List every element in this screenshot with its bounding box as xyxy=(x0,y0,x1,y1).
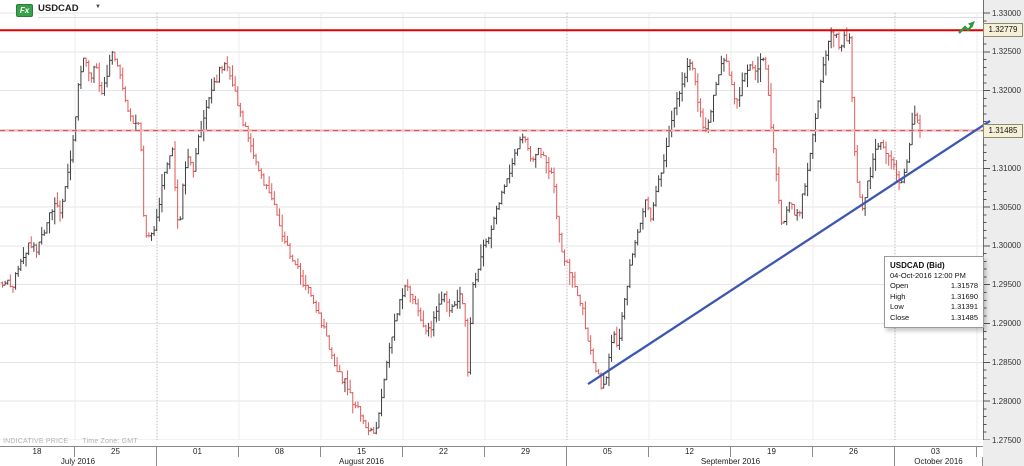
axis-corner xyxy=(983,440,1024,466)
week-label: 03 xyxy=(895,447,977,457)
tooltip-title: USDCAD (Bid) xyxy=(890,261,945,270)
month-label: October 2016 xyxy=(895,457,983,466)
tooltip-row: High 1.31690 xyxy=(890,291,978,301)
week-label: 18 xyxy=(0,447,75,457)
week-label: 29 xyxy=(485,447,567,457)
price-tag-last-price: 1.31485 xyxy=(983,123,1023,138)
uptrend-line xyxy=(587,119,991,386)
week-label: 12 xyxy=(649,447,731,457)
ohlc-tooltip: USDCAD (Bid) 04-Oct-2016 12:00 PM Open 1.… xyxy=(884,256,984,328)
month-label: September 2016 xyxy=(567,457,895,466)
y-axis-label: 1.27500 xyxy=(992,435,1021,445)
week-label: 22 xyxy=(403,447,485,457)
growth-arrow-icon[interactable] xyxy=(956,19,976,42)
ohlc-bars-up xyxy=(3,27,917,435)
price-tag-resistance: 1.32779 xyxy=(983,23,1023,38)
tooltip-rows: Open 1.31578 High 1.31690 Low 1.31391 Close 1.3… xyxy=(890,281,978,323)
y-axis-background xyxy=(983,0,1024,440)
y-axis-label: 1.32000 xyxy=(992,86,1021,96)
timezone-note: Time Zone: GMT xyxy=(82,438,138,445)
tooltip-row: Open 1.31578 xyxy=(890,281,978,290)
fx-instrument-icon: Fx xyxy=(16,4,33,17)
chart-header: Fx USDCAD ▼ xyxy=(0,0,1024,18)
tooltip-row: Low 1.31391 xyxy=(890,302,978,311)
week-label: 15 xyxy=(321,447,403,457)
y-axis-label: 1.28500 xyxy=(992,357,1021,367)
x-axis-month-row: July 2016 August 2016 September 2016 Octobe… xyxy=(0,457,983,466)
month-label: July 2016 xyxy=(0,457,157,466)
header-divider xyxy=(38,17,983,18)
week-label: 26 xyxy=(813,447,895,457)
y-axis-label: 1.30500 xyxy=(992,202,1021,212)
week-label: 05 xyxy=(567,447,649,457)
price-chart-canvas[interactable] xyxy=(0,0,1024,440)
y-axis-label: 1.31000 xyxy=(992,163,1021,173)
week-label: 19 xyxy=(731,447,813,457)
tooltip-row: Close 1.31485 xyxy=(890,312,978,322)
y-axis-label: 1.29500 xyxy=(992,280,1021,290)
y-axis-label: 1.30000 xyxy=(992,241,1021,251)
chart-disclaimer: INDICATIVE PRICE Time Zone: GMT xyxy=(3,438,152,445)
y-axis-label: 1.33000 xyxy=(992,8,1021,18)
ohlc-bars-down xyxy=(0,27,922,436)
week-label: 01 xyxy=(157,447,239,457)
y-axis-label: 1.32500 xyxy=(992,47,1021,57)
tooltip-datetime: 04-Oct-2016 12:00 PM xyxy=(890,271,966,280)
indicative-price-note: INDICATIVE PRICE xyxy=(3,438,69,445)
y-axis-label: 1.29000 xyxy=(992,319,1021,329)
week-label: 25 xyxy=(75,447,157,457)
week-label: 08 xyxy=(239,447,321,457)
month-label: August 2016 xyxy=(157,457,567,466)
chevron-down-icon[interactable]: ▼ xyxy=(95,4,101,10)
symbol-label[interactable]: USDCAD xyxy=(38,3,79,14)
y-axis-label: 1.28000 xyxy=(992,396,1021,406)
